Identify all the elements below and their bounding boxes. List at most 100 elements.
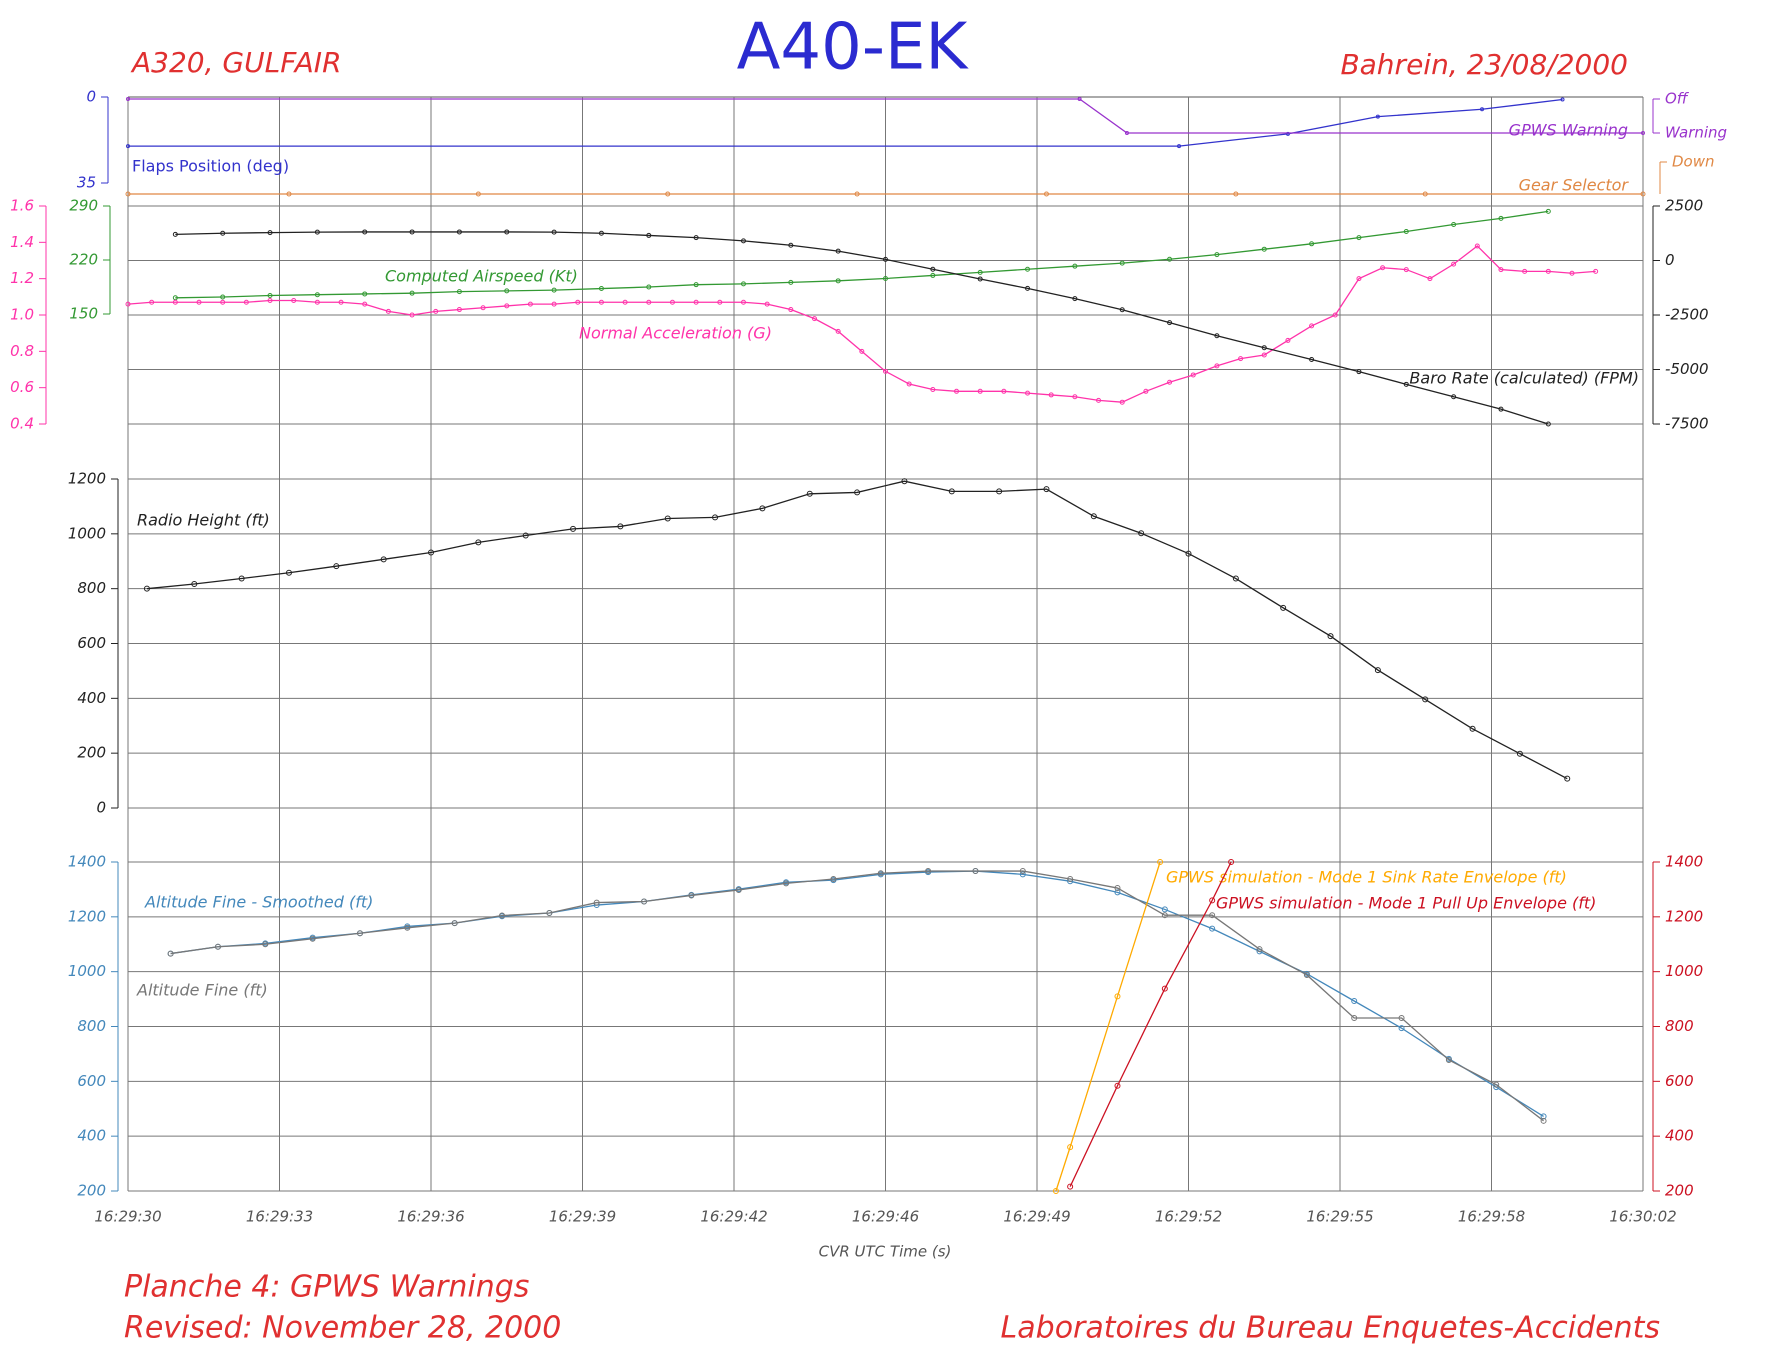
data-point	[314, 229, 320, 235]
header-left: A320, GULFAIR	[130, 46, 342, 79]
data-point	[356, 930, 363, 937]
data-point	[664, 515, 671, 522]
y-tick-label: 1000	[68, 524, 106, 542]
y-tick-label: 0.8	[10, 342, 34, 360]
data-point	[126, 97, 130, 101]
data-point	[1161, 912, 1168, 919]
data-point	[593, 899, 600, 906]
data-point	[1303, 971, 1310, 978]
data-point	[1498, 215, 1504, 221]
data-point	[835, 248, 841, 254]
data-point	[835, 278, 841, 284]
data-point	[954, 388, 960, 394]
data-point	[1593, 268, 1599, 274]
y-tick-label: 1.2	[10, 269, 34, 287]
x-tick-label: 16:29:58	[1458, 1208, 1525, 1226]
data-point	[456, 307, 462, 313]
y-tick-label: 400	[1665, 1127, 1694, 1145]
data-point	[546, 909, 553, 916]
data-point	[1398, 1015, 1405, 1022]
x-tick-label: 16:29:39	[549, 1208, 616, 1226]
y-tick-label: 800	[1665, 1017, 1694, 1035]
series-line	[170, 870, 1544, 1122]
data-point	[948, 488, 955, 495]
y-tick-label: 150	[69, 305, 98, 323]
data-point	[451, 920, 458, 927]
data-point	[309, 935, 316, 942]
y-tick-label: 290	[69, 197, 98, 215]
y-tick-label: 600	[1665, 1072, 1694, 1090]
data-point	[1119, 307, 1125, 313]
series-label: GPWS simulation - Mode 1 Sink Rate Envel…	[1166, 868, 1567, 887]
y-tick-label: 800	[77, 579, 106, 597]
data-point	[172, 299, 178, 305]
series-line	[175, 231, 1549, 425]
data-point	[788, 242, 794, 248]
data-point	[646, 232, 652, 238]
data-point	[1052, 1188, 1059, 1194]
data-point	[1498, 406, 1504, 412]
y-tick-label: 0	[86, 88, 96, 106]
data-point	[693, 235, 699, 241]
data-point	[314, 292, 320, 298]
data-point	[575, 299, 581, 305]
data-point	[1374, 667, 1381, 674]
data-point	[783, 880, 790, 887]
data-point	[1280, 604, 1287, 611]
data-point	[622, 299, 628, 305]
data-point	[409, 229, 415, 235]
data-point	[1167, 256, 1173, 262]
data-point	[409, 312, 415, 318]
data-point	[1545, 421, 1551, 427]
data-point	[1445, 1056, 1452, 1063]
data-point	[854, 191, 860, 197]
x-tick-label: 16:30:02	[1609, 1208, 1676, 1226]
data-point	[1569, 270, 1575, 276]
series-line	[127, 245, 1596, 403]
data-point	[1469, 725, 1476, 732]
data-point	[1167, 379, 1173, 385]
data-point	[286, 191, 292, 197]
data-point	[1356, 276, 1362, 282]
data-point	[220, 299, 226, 305]
data-point	[527, 301, 533, 307]
data-point	[1019, 868, 1026, 875]
data-point	[764, 301, 770, 307]
data-point	[1545, 268, 1551, 274]
data-point	[669, 299, 675, 305]
data-point	[1114, 889, 1121, 896]
data-point	[143, 585, 150, 592]
series-line	[128, 98, 1643, 134]
data-point	[598, 299, 604, 305]
data-point	[1232, 575, 1239, 582]
data-point	[806, 490, 813, 497]
data-point	[380, 556, 387, 563]
data-point	[214, 943, 221, 950]
data-point	[1451, 394, 1457, 400]
data-point	[925, 868, 932, 875]
y-tick-label: 1000	[68, 962, 106, 980]
data-point	[759, 505, 766, 512]
data-point	[1380, 265, 1386, 271]
data-point	[551, 229, 557, 235]
data-point	[598, 230, 604, 236]
data-point	[1067, 875, 1074, 882]
header-right: Bahrein, 23/08/2000	[1340, 48, 1628, 81]
data-point	[688, 892, 695, 899]
data-point	[1422, 696, 1429, 703]
data-point	[1332, 312, 1338, 318]
y-tick-label: 1000	[1665, 962, 1703, 980]
y-tick-label: 0.4	[10, 415, 34, 433]
y-tick-label: 1200	[68, 470, 106, 488]
series-label: Radio Height (ft)	[137, 511, 270, 530]
data-point	[291, 297, 297, 303]
data-point	[1119, 260, 1125, 266]
footer-line: Planche 4: GPWS Warnings	[124, 1270, 529, 1305]
series-label: Baro Rate (calculated) (FPM)	[1409, 369, 1639, 388]
series-label: Normal Acceleration (G)	[579, 324, 772, 343]
data-point	[1214, 252, 1220, 258]
data-point	[1545, 208, 1551, 214]
data-point	[456, 229, 462, 235]
